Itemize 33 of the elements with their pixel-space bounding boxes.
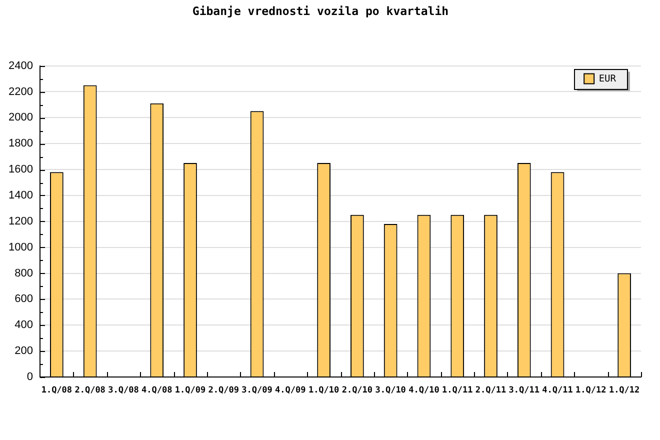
y-tick-label: 1600 <box>8 164 33 176</box>
x-tick-label: 2.Q/11 <box>475 385 506 396</box>
y-tick-label: 400 <box>14 319 33 332</box>
y-tick-label: 600 <box>14 293 33 306</box>
y-tick-label: 2200 <box>8 86 33 98</box>
x-tick-label: 2.Q/10 <box>342 385 373 396</box>
x-tick-label: 1.Q/10 <box>308 385 340 396</box>
x-tick-label: 4.Q/09 <box>275 385 306 396</box>
legend-label: EUR <box>598 73 616 84</box>
x-tick-label: 3.Q/10 <box>375 385 406 396</box>
x-tick-label: 4.Q/11 <box>542 385 573 396</box>
x-tick-label: 1.Q/11 <box>442 385 473 396</box>
x-tick-label: 1.Q/09 <box>174 385 206 396</box>
x-tick-label: 4.Q/10 <box>408 385 440 396</box>
x-tick-label: 1.Q/12 <box>608 385 640 396</box>
y-tick-label: 0 <box>26 371 33 384</box>
x-tick-label: 1.Q/12 <box>576 385 606 396</box>
y-tick-label: 800 <box>14 267 33 280</box>
chart-title: Gibanje vrednosti vozila po kvartalih <box>192 4 449 18</box>
y-tick-label: 2000 <box>8 112 33 124</box>
x-tick-label: 3.Q/11 <box>508 385 540 396</box>
y-tick-label: 200 <box>14 345 33 358</box>
y-tick-label: 1200 <box>8 215 33 228</box>
y-tick-label: 1400 <box>8 190 33 202</box>
y-tick-label: 1000 <box>8 241 33 254</box>
x-tick-label: 3.Q/08 <box>108 385 139 396</box>
y-tick-label: 1800 <box>8 138 33 150</box>
x-tick-label: 2.Q/08 <box>74 385 106 396</box>
x-tick-label: 2.Q/09 <box>208 385 239 396</box>
x-tick-label: 1.Q/08 <box>41 385 72 396</box>
x-tick-label: 3.Q/09 <box>242 385 272 396</box>
x-tick-label: 4.Q/08 <box>142 385 172 396</box>
y-tick-label: 2400 <box>8 60 33 72</box>
